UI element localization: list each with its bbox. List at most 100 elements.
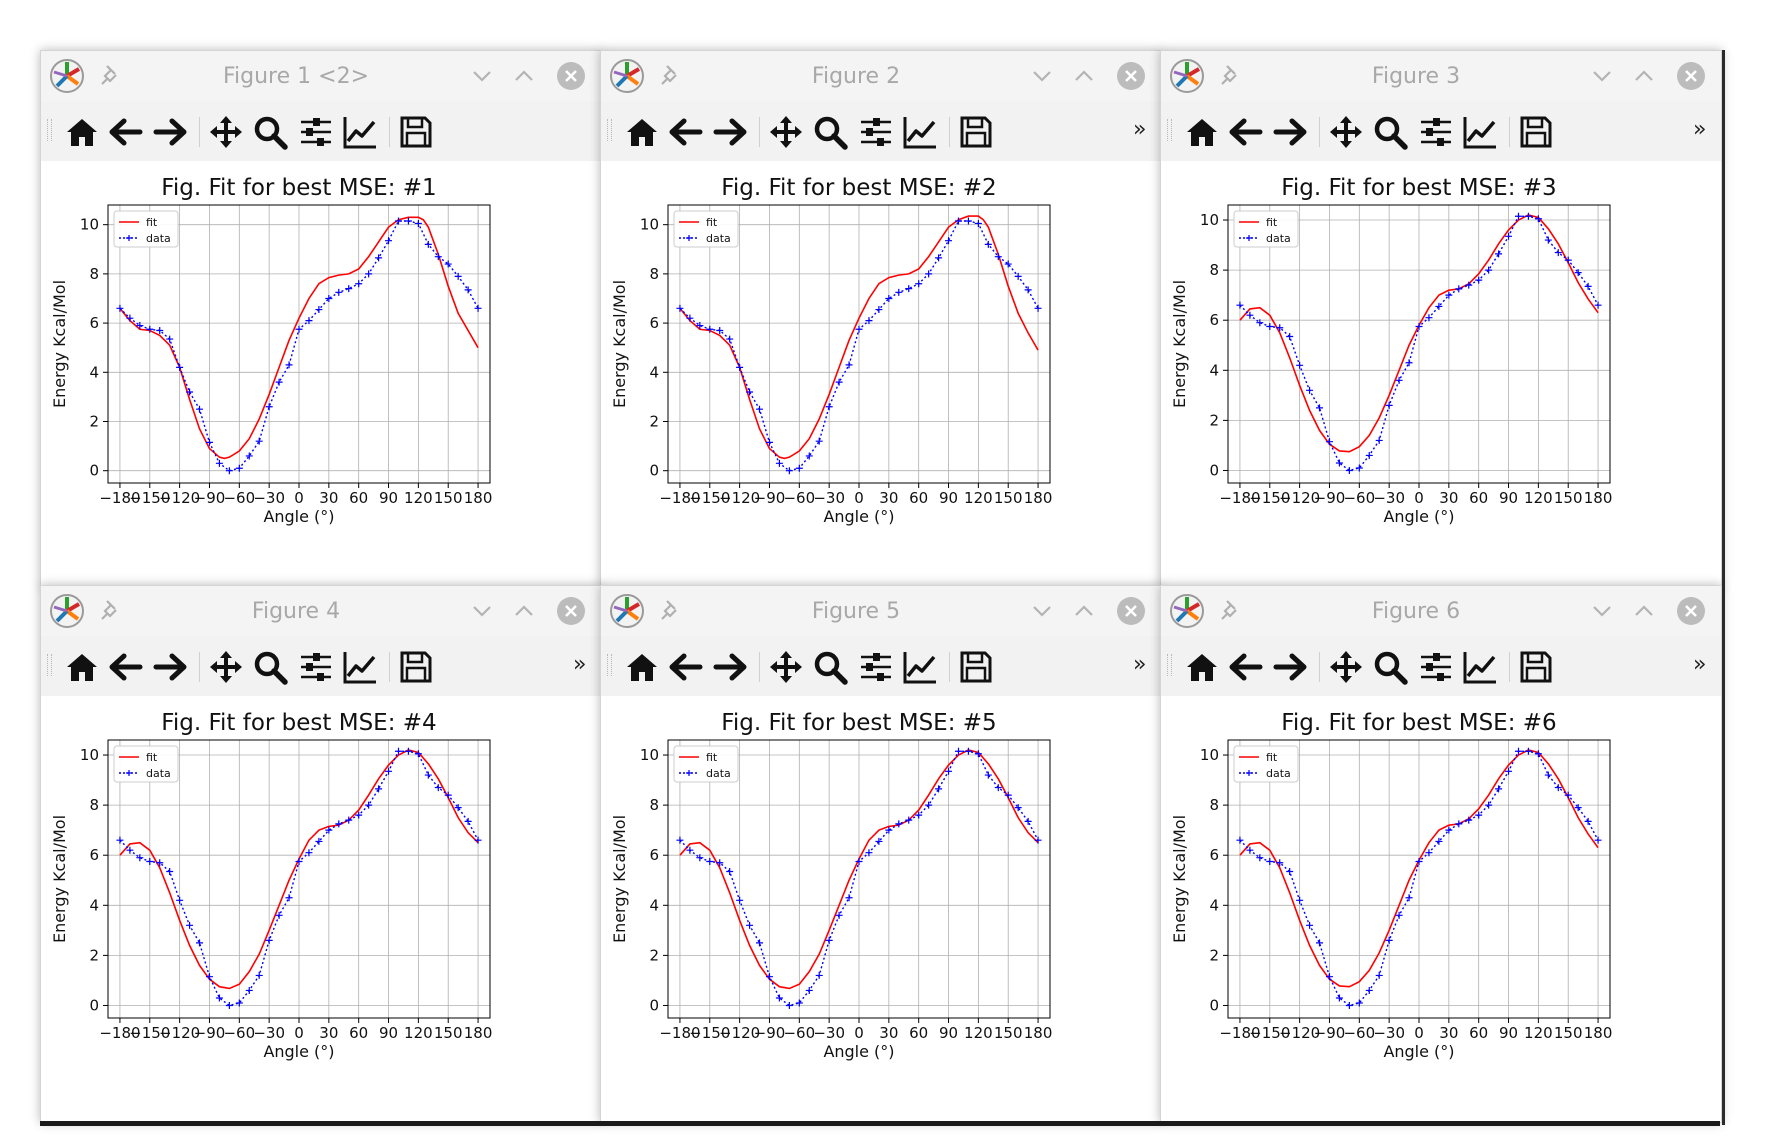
back-arrow-icon[interactable] (667, 648, 705, 686)
figure-canvas[interactable]: −180 −150 −120 −90 −60 −30 0 30 60 90 120 150 180 0 2 4… (601, 696, 1161, 1122)
pan-move-icon[interactable] (767, 648, 805, 686)
plot-area[interactable]: −180−150−120−90−60−30 0 30 60 90 120 150 180 0 2 4… (1161, 161, 1721, 587)
forward-arrow-icon[interactable] (711, 648, 749, 686)
pan-move-icon[interactable] (767, 113, 805, 151)
pin-icon[interactable] (99, 598, 123, 622)
pin-icon[interactable] (1219, 63, 1243, 87)
close-window-icon[interactable] (1116, 61, 1146, 91)
pin-icon[interactable] (1219, 598, 1243, 622)
axes-edit-icon[interactable] (341, 113, 379, 151)
plot-area[interactable]: −180−150−120−90−60−30 0 30 60 90 120 150 180 0 2 4… (41, 161, 601, 587)
maximize-chevron-icon[interactable] (1071, 598, 1097, 624)
minimize-chevron-icon[interactable] (469, 598, 495, 624)
toolbar-grip[interactable] (47, 654, 52, 676)
pin-icon[interactable] (659, 63, 683, 87)
window-titlebar[interactable]: Figure 2 (601, 51, 1161, 101)
subplots-sliders-icon[interactable] (857, 113, 895, 151)
close-window-icon[interactable] (1676, 61, 1706, 91)
forward-arrow-icon[interactable] (1271, 113, 1309, 151)
window-titlebar[interactable]: Figure 4 (41, 586, 601, 636)
maximize-chevron-icon[interactable] (1631, 598, 1657, 624)
toolbar-overflow-button[interactable]: » (1693, 652, 1707, 677)
close-window-icon[interactable] (556, 61, 586, 91)
figure-canvas[interactable]: −180 −150 −120 −90 −60 −30 0 30 60 90 120 150 180 0 2 4… (601, 161, 1161, 587)
maximize-chevron-icon[interactable] (511, 598, 537, 624)
axes-edit-icon[interactable] (341, 648, 379, 686)
home-icon[interactable] (1183, 113, 1221, 151)
maximize-chevron-icon[interactable] (1631, 63, 1657, 89)
home-icon[interactable] (63, 648, 101, 686)
plot-area[interactable]: −180−150−120−90−60−30 0 30 60 90 120 150 180 0 2 4… (41, 696, 601, 1122)
subplots-sliders-icon[interactable] (1417, 648, 1455, 686)
save-floppy-icon[interactable] (1517, 113, 1555, 151)
save-floppy-icon[interactable] (397, 113, 435, 151)
minimize-chevron-icon[interactable] (1029, 63, 1055, 89)
toolbar-grip[interactable] (607, 119, 612, 141)
back-arrow-icon[interactable] (1227, 113, 1265, 151)
plot-area[interactable]: −180−150−120−90−60−30 0 30 60 90 120 150 180 0 2 4… (1161, 696, 1721, 1122)
window-titlebar[interactable]: Figure 1 <2> (41, 51, 601, 101)
home-icon[interactable] (1183, 648, 1221, 686)
toolbar-grip[interactable] (47, 119, 52, 141)
figure-canvas[interactable]: −180 −150 −120 −90 −60 −30 0 30 60 90 120 150 180 0 2 4… (1161, 161, 1721, 587)
window-titlebar[interactable]: Figure 6 (1161, 586, 1721, 636)
save-floppy-icon[interactable] (957, 113, 995, 151)
zoom-magnifier-icon[interactable] (251, 113, 289, 151)
home-icon[interactable] (623, 648, 661, 686)
figure-canvas[interactable]: −180 −150 −120 −90 −60 −30 0 30 60 90 120 150 180 0 2 4… (41, 696, 601, 1122)
pan-move-icon[interactable] (207, 113, 245, 151)
figure-canvas[interactable]: −180 −150 −120 −90 −60 −30 0 30 60 90 120 150 180 0 2 4… (41, 161, 601, 587)
close-window-icon[interactable] (1676, 596, 1706, 626)
save-floppy-icon[interactable] (957, 648, 995, 686)
save-floppy-icon[interactable] (1517, 648, 1555, 686)
zoom-magnifier-icon[interactable] (811, 648, 849, 686)
zoom-magnifier-icon[interactable] (1371, 648, 1409, 686)
axes-edit-icon[interactable] (1461, 648, 1499, 686)
subplots-sliders-icon[interactable] (1417, 113, 1455, 151)
minimize-chevron-icon[interactable] (1589, 63, 1615, 89)
close-window-icon[interactable] (556, 596, 586, 626)
close-window-icon[interactable] (1116, 596, 1146, 626)
pan-move-icon[interactable] (207, 648, 245, 686)
save-floppy-icon[interactable] (397, 648, 435, 686)
pin-icon[interactable] (99, 63, 123, 87)
home-icon[interactable] (623, 113, 661, 151)
back-arrow-icon[interactable] (107, 113, 145, 151)
pin-icon[interactable] (659, 598, 683, 622)
maximize-chevron-icon[interactable] (511, 63, 537, 89)
zoom-magnifier-icon[interactable] (811, 113, 849, 151)
toolbar-grip[interactable] (1167, 654, 1172, 676)
maximize-chevron-icon[interactable] (1071, 63, 1097, 89)
back-arrow-icon[interactable] (107, 648, 145, 686)
window-titlebar[interactable]: Figure 3 (1161, 51, 1721, 101)
subplots-sliders-icon[interactable] (297, 648, 335, 686)
forward-arrow-icon[interactable] (151, 113, 189, 151)
axes-edit-icon[interactable] (901, 648, 939, 686)
zoom-magnifier-icon[interactable] (1371, 113, 1409, 151)
toolbar-overflow-button[interactable]: » (1693, 117, 1707, 142)
pan-move-icon[interactable] (1327, 648, 1365, 686)
toolbar-overflow-button[interactable]: » (573, 652, 587, 677)
subplots-sliders-icon[interactable] (297, 113, 335, 151)
plot-area[interactable]: −180−150−120−90−60−30 0 30 60 90 120 150 180 0 2 4… (601, 696, 1161, 1122)
axes-edit-icon[interactable] (901, 113, 939, 151)
forward-arrow-icon[interactable] (711, 113, 749, 151)
toolbar-overflow-button[interactable]: » (1133, 652, 1147, 677)
minimize-chevron-icon[interactable] (1029, 598, 1055, 624)
minimize-chevron-icon[interactable] (469, 63, 495, 89)
plot-area[interactable]: −180−150−120−90−60−30 0 30 60 90 120 150 180 0 2 4… (601, 161, 1161, 587)
home-icon[interactable] (63, 113, 101, 151)
minimize-chevron-icon[interactable] (1589, 598, 1615, 624)
forward-arrow-icon[interactable] (151, 648, 189, 686)
figure-canvas[interactable]: −180 −150 −120 −90 −60 −30 0 30 60 90 120 150 180 0 2 4… (1161, 696, 1721, 1122)
toolbar-overflow-button[interactable]: » (1133, 117, 1147, 142)
subplots-sliders-icon[interactable] (857, 648, 895, 686)
toolbar-grip[interactable] (607, 654, 612, 676)
axes-edit-icon[interactable] (1461, 113, 1499, 151)
zoom-magnifier-icon[interactable] (251, 648, 289, 686)
toolbar-grip[interactable] (1167, 119, 1172, 141)
back-arrow-icon[interactable] (667, 113, 705, 151)
window-titlebar[interactable]: Figure 5 (601, 586, 1161, 636)
forward-arrow-icon[interactable] (1271, 648, 1309, 686)
back-arrow-icon[interactable] (1227, 648, 1265, 686)
